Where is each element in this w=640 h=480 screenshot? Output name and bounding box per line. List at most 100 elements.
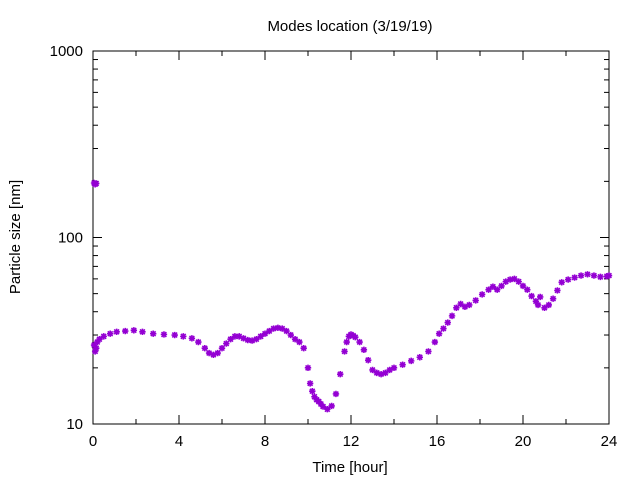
data-point (90, 341, 98, 349)
data-point (100, 333, 107, 340)
data-point (537, 293, 544, 301)
data-point (605, 272, 613, 279)
data-point (519, 282, 527, 290)
data-point (324, 406, 331, 413)
x-axis-title: Time [hour] (312, 459, 387, 476)
data-point (201, 344, 208, 352)
data-point (341, 348, 348, 355)
data-point (332, 390, 340, 398)
x-tick-label: 12 (343, 433, 360, 450)
data-point (227, 335, 234, 343)
data-point (236, 333, 243, 340)
data-point (382, 369, 389, 377)
data-point (283, 327, 290, 335)
data-point (528, 292, 535, 300)
data-point (248, 337, 256, 344)
y-axis: 10 100 1000 (50, 43, 609, 433)
data-point (590, 272, 598, 279)
data-point (223, 340, 230, 347)
data-point (253, 335, 260, 343)
data-point (311, 393, 318, 400)
x-axis: 0 4 8 12 16 20 24 (89, 51, 618, 450)
data-point (257, 333, 264, 340)
data-point (558, 279, 565, 286)
data-point (478, 291, 486, 298)
data-point (399, 361, 406, 368)
data-point (188, 335, 196, 342)
data-point (554, 287, 561, 294)
plot-frame (92, 50, 610, 425)
x-tick-label: 4 (175, 433, 183, 450)
data-point (309, 387, 316, 395)
data-point (485, 286, 492, 293)
y-tick-label: 1000 (50, 43, 83, 60)
data-point (408, 357, 415, 365)
data-point (390, 364, 398, 372)
data-point (130, 327, 138, 334)
data-point (416, 354, 423, 361)
data-point (218, 344, 226, 352)
data-point (274, 324, 282, 331)
data-point (386, 366, 393, 374)
data-point (425, 348, 432, 355)
data-point (291, 335, 299, 343)
data-point (524, 286, 531, 293)
plot-border (92, 50, 610, 425)
data-point (352, 334, 359, 341)
data-point (195, 338, 202, 346)
data-point (373, 369, 380, 377)
data-point (515, 278, 522, 285)
data-point (431, 338, 439, 346)
data-point (279, 325, 286, 332)
data-point (502, 278, 509, 285)
data-point (534, 301, 542, 309)
data-point (107, 330, 114, 337)
data-point (150, 330, 157, 337)
data-point (466, 301, 473, 309)
x-tick-label: 8 (261, 433, 269, 450)
data-point (261, 330, 269, 337)
data-point (461, 303, 469, 311)
data-point (577, 272, 585, 279)
data-point (296, 338, 303, 346)
data-point (541, 304, 548, 311)
chart-title: Modes location (3/19/19) (267, 18, 432, 35)
data-point (453, 304, 460, 311)
y-tick-label: 10 (66, 416, 83, 433)
data-point (356, 338, 363, 346)
data-point (365, 356, 372, 364)
data-point (287, 331, 294, 339)
data-point (300, 344, 307, 352)
x-tick-label: 24 (601, 433, 618, 450)
y-axis-title: Particle size [nm] (7, 180, 24, 294)
data-point (584, 271, 591, 278)
data-point (244, 336, 251, 344)
data-point (96, 335, 103, 343)
x-tick-label: 20 (515, 433, 532, 450)
data-point (597, 273, 604, 281)
data-point (472, 297, 479, 304)
data-point (494, 286, 501, 293)
data-point (571, 274, 578, 281)
data-point (210, 351, 217, 358)
x-tick-label: 0 (89, 433, 97, 450)
data-point (506, 276, 514, 283)
data-point (448, 312, 456, 320)
x-tick-label: 16 (429, 433, 446, 450)
data-point (304, 364, 312, 372)
data-point (440, 325, 447, 332)
data-point (360, 346, 368, 353)
data-point (171, 331, 178, 339)
data-point (498, 282, 505, 290)
data-point (205, 349, 213, 357)
data-point (91, 348, 99, 355)
data-point (180, 333, 187, 340)
data-point (160, 331, 168, 338)
data-point (545, 301, 552, 309)
data-point (94, 338, 101, 346)
data-point (93, 180, 100, 187)
data-point (122, 327, 129, 335)
data-point (564, 276, 572, 283)
